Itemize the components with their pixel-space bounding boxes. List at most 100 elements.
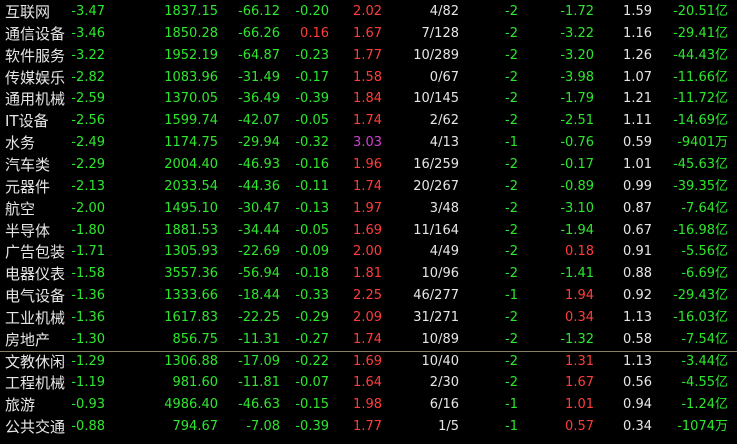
change-amount: -66.12 bbox=[238, 4, 280, 19]
sector-name: 半导体 bbox=[5, 221, 51, 240]
index-price: 981.60 bbox=[172, 375, 219, 391]
turnover: 0.67 bbox=[623, 222, 652, 238]
change-amount: -7.08 bbox=[246, 419, 280, 435]
up-down-count: 10/145 bbox=[413, 91, 459, 107]
index-price: 1881.53 bbox=[164, 222, 218, 238]
speed: -0.39 bbox=[295, 419, 329, 435]
volume-ratio: 1.74 bbox=[353, 113, 382, 129]
index-price: 1306.88 bbox=[164, 353, 218, 369]
change-pct: -1.30 bbox=[71, 331, 105, 347]
rank-trend: -2 bbox=[505, 91, 518, 107]
volume-ratio: 2.00 bbox=[353, 244, 382, 260]
speed: -0.22 bbox=[295, 353, 329, 369]
sector-name: 工程机械 bbox=[5, 374, 66, 393]
sector-name: 元器件 bbox=[5, 177, 51, 196]
change-pct: -1.80 bbox=[71, 222, 105, 238]
change-amount: -56.94 bbox=[238, 266, 280, 282]
up-down-count: 46/277 bbox=[413, 288, 459, 304]
net-inflow: -20.51亿 bbox=[673, 4, 728, 19]
net-inflow: -1.24亿 bbox=[681, 397, 728, 413]
volume-ratio: 2.02 bbox=[353, 4, 382, 19]
volume-ratio: 1.77 bbox=[353, 419, 382, 435]
col-change: -0.17 bbox=[560, 156, 594, 172]
sector-name: 通用机械 bbox=[5, 90, 66, 109]
sector-name: 汽车类 bbox=[5, 155, 51, 174]
sector-name: 航空 bbox=[5, 199, 36, 218]
speed: -0.27 bbox=[295, 331, 329, 347]
change-pct: -2.56 bbox=[71, 113, 105, 129]
change-pct: -2.29 bbox=[71, 156, 105, 172]
change-pct: -1.29 bbox=[71, 353, 105, 369]
up-down-count: 31/271 bbox=[413, 309, 459, 325]
col-change: -0.89 bbox=[560, 178, 594, 194]
change-amount: -11.31 bbox=[238, 331, 280, 347]
col-change: 0.34 bbox=[565, 309, 594, 325]
change-pct: -3.47 bbox=[71, 4, 105, 19]
volume-ratio: 2.09 bbox=[353, 309, 382, 325]
change-pct: -1.58 bbox=[71, 266, 105, 282]
up-down-count: 10/40 bbox=[421, 353, 459, 369]
volume-ratio: 2.25 bbox=[353, 288, 382, 304]
change-pct: -1.36 bbox=[71, 309, 105, 325]
net-inflow: -7.54亿 bbox=[681, 331, 728, 347]
up-down-count: 10/89 bbox=[421, 331, 459, 347]
turnover: 0.91 bbox=[623, 244, 652, 260]
net-inflow: -16.03亿 bbox=[673, 309, 728, 325]
index-price: 1083.96 bbox=[164, 69, 218, 85]
rank-trend: -2 bbox=[505, 47, 518, 63]
volume-ratio: 1.69 bbox=[353, 353, 382, 369]
change-amount: -22.69 bbox=[238, 244, 280, 260]
change-pct: -0.88 bbox=[71, 419, 105, 435]
net-inflow: -11.66亿 bbox=[673, 69, 728, 85]
rank-trend: -2 bbox=[505, 4, 518, 19]
volume-ratio: 1.77 bbox=[353, 47, 382, 63]
up-down-count: 11/164 bbox=[413, 222, 459, 238]
volume-ratio: 1.67 bbox=[353, 25, 382, 41]
col-change: -1.94 bbox=[560, 222, 594, 238]
up-down-count: 4/49 bbox=[429, 244, 459, 260]
speed: -0.16 bbox=[295, 156, 329, 172]
index-price: 3557.36 bbox=[164, 266, 218, 282]
net-inflow: -29.43亿 bbox=[673, 288, 728, 304]
change-pct: -2.82 bbox=[71, 69, 105, 85]
speed: -0.20 bbox=[295, 4, 329, 19]
change-pct: -2.49 bbox=[71, 135, 105, 151]
col-change: -1.41 bbox=[560, 266, 594, 282]
index-price: 856.75 bbox=[172, 331, 219, 347]
rank-trend: -2 bbox=[505, 69, 518, 85]
speed: -0.15 bbox=[295, 397, 329, 413]
rank-trend: -1 bbox=[505, 288, 518, 304]
turnover: 1.59 bbox=[623, 4, 652, 19]
col-change: 0.57 bbox=[565, 419, 594, 435]
rank-trend: -1 bbox=[505, 419, 518, 435]
turnover: 1.13 bbox=[623, 309, 652, 325]
sector-name: 电气设备 bbox=[5, 287, 66, 306]
turnover: 1.11 bbox=[623, 113, 652, 129]
index-price: 4986.40 bbox=[164, 397, 218, 413]
volume-ratio: 1.64 bbox=[353, 375, 382, 391]
index-price: 1617.83 bbox=[164, 309, 218, 325]
speed: -0.18 bbox=[295, 266, 329, 282]
net-inflow: -7.64亿 bbox=[681, 200, 728, 216]
col-change: -2.51 bbox=[560, 113, 594, 129]
up-down-count: 1/5 bbox=[438, 419, 459, 435]
up-down-count: 20/267 bbox=[413, 178, 459, 194]
rank-trend: -2 bbox=[505, 331, 518, 347]
net-inflow: -1074万 bbox=[677, 419, 728, 435]
change-amount: -29.94 bbox=[238, 135, 280, 151]
change-pct: -2.59 bbox=[71, 91, 105, 107]
sector-name: 文教休闲 bbox=[5, 352, 66, 371]
sector-name: 互联网 bbox=[5, 3, 51, 21]
rank-trend: -2 bbox=[505, 25, 518, 41]
up-down-count: 0/67 bbox=[429, 69, 459, 85]
net-inflow: -6.69亿 bbox=[681, 266, 728, 282]
change-pct: -3.22 bbox=[71, 47, 105, 63]
turnover: 0.59 bbox=[623, 135, 652, 151]
volume-ratio: 1.96 bbox=[353, 156, 382, 172]
net-inflow: -16.98亿 bbox=[673, 222, 728, 238]
change-pct: -1.19 bbox=[71, 375, 105, 391]
sector-name: 电器仪表 bbox=[5, 265, 66, 284]
volume-ratio: 1.69 bbox=[353, 222, 382, 238]
index-price: 1850.28 bbox=[164, 25, 218, 41]
index-price: 2004.40 bbox=[164, 156, 218, 172]
